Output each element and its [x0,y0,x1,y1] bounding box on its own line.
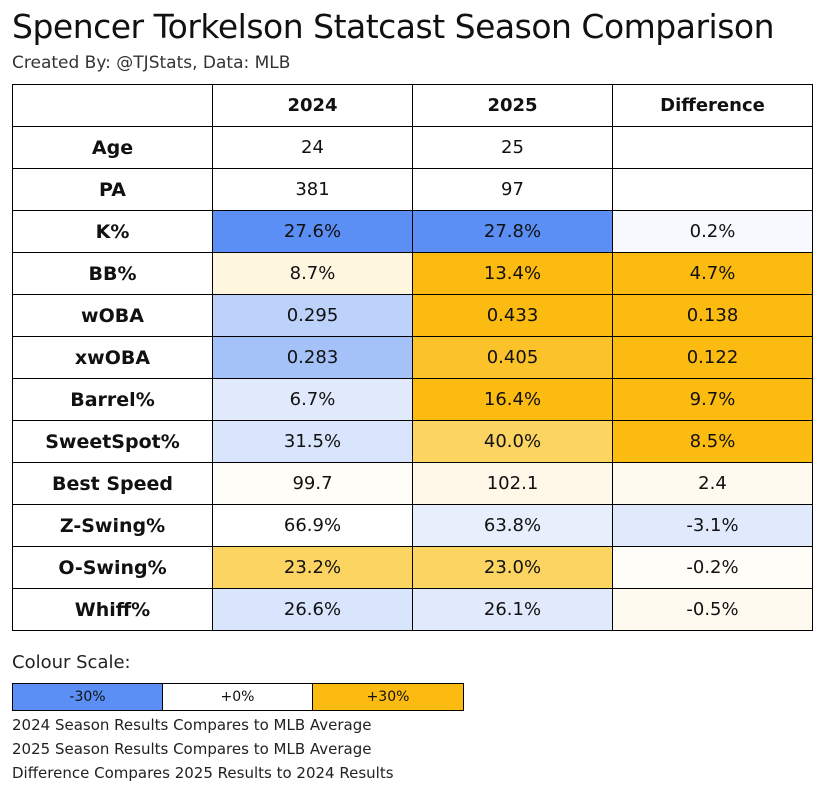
value-cell: 102.1 [412,462,613,505]
value-cell: 27.8% [412,210,613,253]
header-cell: Difference [612,84,813,127]
metric-label: BB% [12,252,213,295]
colour-scale-segment: +30% [313,684,463,710]
legend-notes: 2024 Season Results Compares to MLB Aver… [12,713,394,785]
header-cell: 2024 [212,84,413,127]
value-cell: 24 [212,126,413,169]
value-cell: 40.0% [412,420,613,463]
value-cell: 23.0% [412,546,613,589]
value-cell: 0.405 [412,336,613,379]
colour-scale-segment: +0% [163,684,313,710]
value-cell: 4.7% [612,252,813,295]
value-cell: 0.2% [612,210,813,253]
table-row: Best Speed 99.7 102.1 2.4 [12,462,813,505]
metric-label: SweetSpot% [12,420,213,463]
value-cell: 13.4% [412,252,613,295]
legend-note: 2024 Season Results Compares to MLB Aver… [12,716,372,734]
value-cell: -0.2% [612,546,813,589]
value-cell: 8.7% [212,252,413,295]
value-cell: 31.5% [212,420,413,463]
value-cell: 0.433 [412,294,613,337]
value-cell: 0.122 [612,336,813,379]
metric-label: Best Speed [12,462,213,505]
legend-note: Difference Compares 2025 Results to 2024… [12,764,394,782]
value-cell: -3.1% [612,504,813,547]
table-row: Z-Swing% 66.9% 63.8% -3.1% [12,504,813,547]
table-row: Whiff% 26.6% 26.1% -0.5% [12,588,813,631]
value-cell: -0.5% [612,588,813,631]
value-cell: 0.283 [212,336,413,379]
value-cell [612,126,813,169]
metric-label: K% [12,210,213,253]
header-cell [12,84,213,127]
value-cell: 0.138 [612,294,813,337]
value-cell: 63.8% [412,504,613,547]
colour-scale-title: Colour Scale: [12,652,131,673]
table-row: wOBA 0.295 0.433 0.138 [12,294,813,337]
metric-label: wOBA [12,294,213,337]
table-body: Age 24 25 PA 381 97 K% 27.6% 27.8% 0.2% BB% 8.7% 13.… [12,126,813,631]
table-row: BB% 8.7% 13.4% 4.7% [12,252,813,295]
colour-scale-segment: -30% [13,684,163,710]
value-cell: 23.2% [212,546,413,589]
table-row: K% 27.6% 27.8% 0.2% [12,210,813,253]
value-cell: 99.7 [212,462,413,505]
table-row: SweetSpot% 31.5% 40.0% 8.5% [12,420,813,463]
stats-table: 2024 2025 Difference Age 24 25 PA 381 97 K% 27.… [12,84,813,631]
value-cell: 66.9% [212,504,413,547]
header-row: 2024 2025 Difference [12,84,813,127]
value-cell: 0.295 [212,294,413,337]
metric-label: Age [12,126,213,169]
metric-label: PA [12,168,213,211]
metric-label: Z-Swing% [12,504,213,547]
chart-title: Spencer Torkelson Statcast Season Compar… [12,7,775,46]
metric-label: xwOBA [12,336,213,379]
table-row: xwOBA 0.283 0.405 0.122 [12,336,813,379]
value-cell: 27.6% [212,210,413,253]
value-cell: 6.7% [212,378,413,421]
value-cell: 25 [412,126,613,169]
value-cell: 97 [412,168,613,211]
table-row: Age 24 25 [12,126,813,169]
value-cell: 26.1% [412,588,613,631]
value-cell: 381 [212,168,413,211]
metric-label: Barrel% [12,378,213,421]
value-cell [612,168,813,211]
header-cell: 2025 [412,84,613,127]
value-cell: 9.7% [612,378,813,421]
colour-scale-bar: -30% +0% +30% [12,683,464,711]
legend-note: 2025 Season Results Compares to MLB Aver… [12,740,372,758]
table-row: O-Swing% 23.2% 23.0% -0.2% [12,546,813,589]
metric-label: Whiff% [12,588,213,631]
metric-label: O-Swing% [12,546,213,589]
value-cell: 16.4% [412,378,613,421]
value-cell: 2.4 [612,462,813,505]
chart-subtitle: Created By: @TJStats, Data: MLB [12,53,291,73]
table-row: PA 381 97 [12,168,813,211]
table-row: Barrel% 6.7% 16.4% 9.7% [12,378,813,421]
value-cell: 26.6% [212,588,413,631]
value-cell: 8.5% [612,420,813,463]
